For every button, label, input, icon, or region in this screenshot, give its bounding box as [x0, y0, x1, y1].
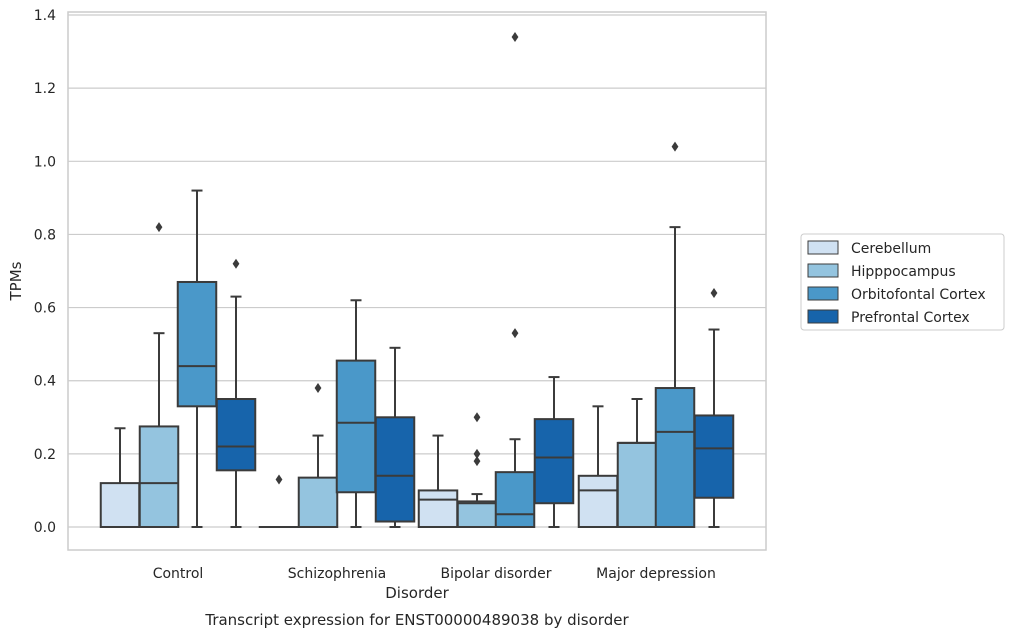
legend-swatch — [807, 263, 839, 278]
plot-area — [67, 11, 767, 551]
x-axis-ticks: Control Schizophrenia Bipolar disorder Majo… — [153, 566, 716, 582]
box-groups — [99, 31, 735, 529]
outlier-point — [511, 31, 519, 42]
box-iqr — [693, 414, 735, 499]
outlier-point — [473, 412, 481, 423]
box-0-2 — [176, 189, 218, 528]
box-iqr — [215, 398, 257, 472]
outlier-point — [314, 383, 322, 394]
legend-swatch — [807, 240, 839, 255]
y-tick-label: 0.0 — [34, 520, 56, 536]
outlier-point — [155, 222, 163, 233]
box-iqr — [494, 471, 536, 528]
outlier-point — [275, 474, 283, 485]
box-3-3 — [693, 287, 735, 528]
box-iqr — [533, 418, 575, 505]
legend-label: Hipppocampus — [851, 264, 956, 280]
y-tick-label: 0.6 — [34, 301, 56, 317]
box-iqr — [417, 489, 459, 528]
box-iqr — [456, 500, 498, 528]
x-tick-label: Control — [153, 566, 204, 582]
box-3-1 — [616, 398, 658, 529]
legend-label: Prefrontal Cortex — [851, 310, 970, 326]
outlier-point — [473, 456, 481, 467]
y-tick-label: 0.2 — [34, 447, 56, 463]
outlier-point — [671, 141, 679, 152]
legend-label: Orbitofontal Cortex — [851, 287, 986, 303]
box-0-1 — [138, 222, 180, 528]
box-2-2 — [494, 31, 536, 528]
legend-swatch — [807, 286, 839, 301]
chart-caption: Transcript expression for ENST0000048903… — [204, 611, 629, 629]
box-0-0 — [99, 427, 141, 528]
legend-frame — [800, 233, 1005, 331]
legend-swatch — [807, 309, 839, 324]
y-tick-label: 1.4 — [34, 8, 56, 24]
outlier-point — [232, 258, 240, 269]
outlier-point — [710, 287, 718, 298]
legend-label: Cerebellum — [851, 241, 931, 257]
box-iqr — [297, 476, 339, 528]
outlier-point — [511, 328, 519, 339]
box-iqr — [335, 359, 377, 494]
box-iqr — [176, 280, 218, 408]
box-3-2 — [654, 141, 696, 528]
y-tick-label: 1.0 — [34, 154, 56, 170]
x-tick-label: Schizophrenia — [288, 566, 386, 582]
box-2-1 — [456, 412, 498, 528]
x-tick-label: Major depression — [596, 566, 716, 582]
box-1-2 — [335, 299, 377, 528]
box-iqr — [577, 474, 619, 528]
box-2-0 — [417, 434, 459, 528]
box-iqr — [654, 387, 696, 528]
box-1-3 — [374, 346, 416, 528]
box-iqr — [138, 425, 180, 528]
y-axis-label: TPMs — [7, 261, 25, 301]
x-axis-label: Disorder — [385, 584, 449, 602]
box-iqr — [374, 416, 416, 523]
y-tick-label: 0.8 — [34, 227, 56, 243]
box-1-1 — [297, 383, 339, 528]
box-2-3 — [533, 376, 575, 528]
x-tick-label: Bipolar disorder — [440, 566, 551, 582]
legend: Cerebellum Hipppocampus Orbitofontal Corte… — [800, 233, 1005, 331]
box-3-0 — [577, 405, 619, 528]
box-0-3 — [215, 258, 257, 528]
y-axis-ticks: 0.0 0.2 0.4 0.6 0.8 1.0 1.2 1.4 — [34, 8, 56, 536]
y-tick-label: 1.2 — [34, 81, 56, 97]
box-iqr — [99, 482, 141, 528]
box-1-0 — [258, 474, 300, 529]
box-iqr — [616, 441, 658, 529]
outlier-point — [473, 448, 481, 459]
y-tick-label: 0.4 — [34, 374, 56, 390]
